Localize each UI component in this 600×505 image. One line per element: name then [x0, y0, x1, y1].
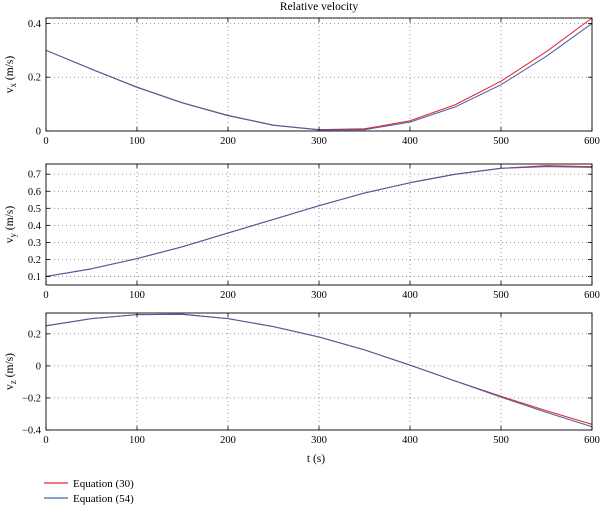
y-axis-label-subscript: y — [8, 232, 18, 237]
y-tick-label: 0.2 — [28, 329, 41, 340]
legend-item-equation-54: Equation (54) — [44, 493, 134, 505]
legend-item-equation-30: Equation (30) — [44, 478, 134, 490]
y-axis-label: vz (m/s) — [4, 353, 18, 390]
y-axis-label: vy (m/s) — [4, 206, 18, 244]
series-line-equation-54 — [45, 166, 593, 278]
y-tick-label: 0.4 — [28, 221, 42, 232]
y-axis-label-main: v — [4, 237, 16, 243]
x-tick-label: 200 — [220, 290, 236, 301]
x-axis-label: t (s) — [307, 453, 325, 465]
x-tick-label: 300 — [311, 435, 327, 446]
y-axis-label-subscript: z — [8, 380, 18, 384]
subplot-z: 0 100 200 300 400 500 600 −0.4 −0.2 0 0.2 vz (m/s) — [4, 312, 600, 446]
y-tick-label: 0.4 — [28, 19, 42, 30]
y-axis-label-unit: (m/s) — [4, 56, 16, 83]
x-tick-label: 0 — [43, 435, 48, 446]
x-tick-label: 0 — [43, 136, 48, 147]
legend-label: Equation (54) — [73, 493, 134, 505]
x-tick-label: 200 — [220, 136, 236, 147]
x-tick-label: 600 — [584, 290, 600, 301]
x-tick-label: 500 — [493, 136, 509, 147]
series-line-equation-30 — [45, 165, 593, 278]
x-tick-label: 600 — [584, 435, 600, 446]
x-tick-label: 500 — [493, 435, 509, 446]
y-tick-label: 0.2 — [28, 255, 41, 266]
x-tick-label: 400 — [402, 290, 418, 301]
x-tick-label: 400 — [402, 136, 418, 147]
series-line-equation-54 — [45, 22, 593, 131]
x-tick-label: 100 — [129, 435, 145, 446]
y-axis-label-main: v — [4, 87, 16, 93]
y-axis-label-unit: (m/s) — [4, 206, 16, 233]
y-tick-label: 0.1 — [28, 272, 41, 283]
y-tick-label: −0.4 — [22, 426, 42, 437]
y-tick-label: 0.5 — [28, 204, 41, 215]
y-tick-label: 0.6 — [28, 187, 41, 198]
y-axis-label-unit: (m/s) — [4, 353, 16, 380]
y-tick-label: −0.2 — [22, 393, 41, 404]
x-tick-label: 100 — [129, 290, 145, 301]
y-tick-label: 0.7 — [28, 170, 41, 181]
x-tick-label: 500 — [493, 290, 509, 301]
legend: Equation (30) Equation (54) — [44, 478, 134, 505]
x-tick-label: 600 — [584, 136, 600, 147]
x-tick-label: 100 — [129, 136, 145, 147]
y-axis-label: vx (m/s) — [4, 56, 18, 94]
x-tick-label: 400 — [402, 435, 418, 446]
chart-title: Relative velocity — [280, 1, 358, 13]
subplot-y: 0 100 200 300 400 500 600 0.1 0.2 0.3 0.4 0.5 0.6 0.7… — [4, 163, 600, 301]
y-axis-label-subscript: x — [8, 82, 18, 87]
x-tick-label: 200 — [220, 435, 236, 446]
y-axis-label-main: v — [4, 384, 16, 390]
x-tick-label: 300 — [311, 136, 327, 147]
subplot-x: 0 100 200 300 400 500 600 0 0.2 0.4 vx (m/s) — [4, 17, 600, 147]
y-tick-label: 0.2 — [28, 73, 41, 84]
plot-frame — [45, 312, 593, 431]
y-tick-label: 0.3 — [28, 238, 41, 249]
x-tick-label: 0 — [43, 290, 48, 301]
y-tick-label: 0 — [36, 361, 41, 372]
x-tick-label: 300 — [311, 290, 327, 301]
legend-label: Equation (30) — [73, 478, 134, 490]
y-tick-label: 0 — [36, 127, 41, 138]
